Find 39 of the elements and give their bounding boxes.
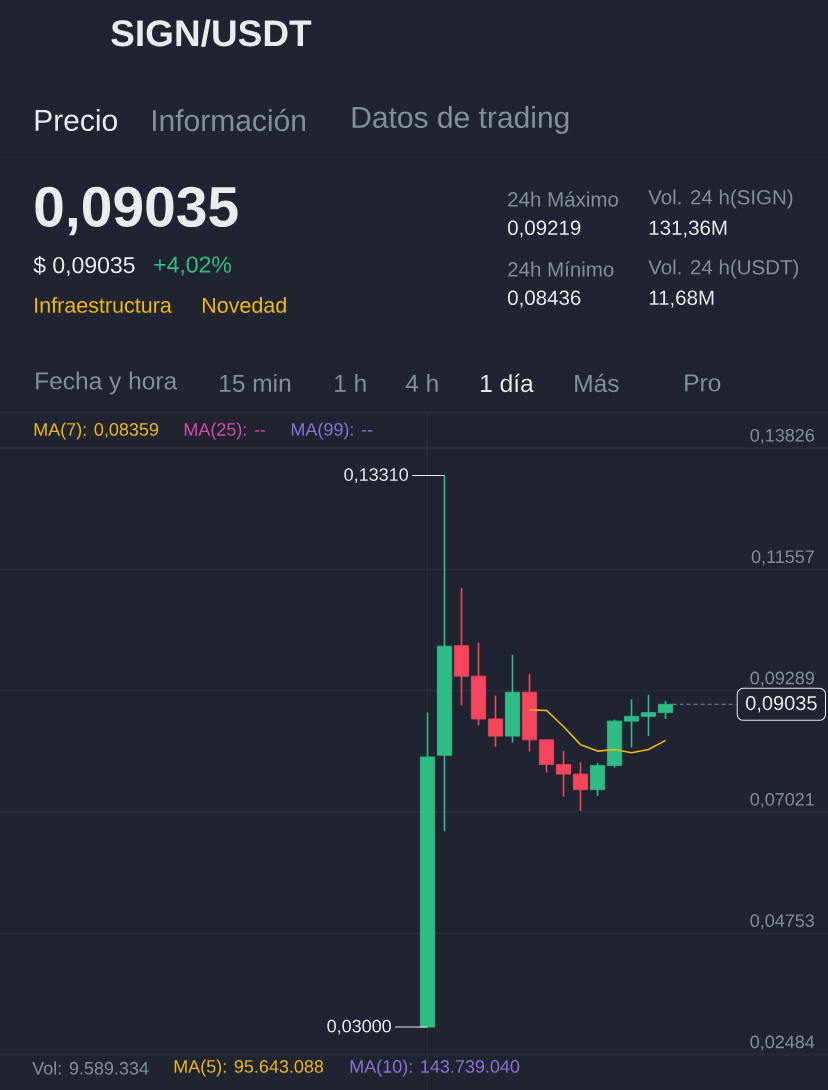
text: MA(10): 143.739.040 <box>350 1059 520 1077</box>
text: Datos de trading <box>352 106 569 134</box>
text: $ 0,09035 <box>33 256 135 276</box>
legend-label: MA(25): -- <box>184 422 266 440</box>
text: 0,08436 <box>508 290 581 308</box>
text: 0,13310 <box>344 468 408 484</box>
text: Vol: 9.589.334 <box>32 1061 149 1075</box>
text: 131,36M <box>649 220 727 238</box>
y-tick-label: 0,07021 <box>750 792 814 808</box>
text: 0,09035 <box>35 186 238 236</box>
legend-label: MA(99): -- <box>291 422 373 440</box>
text: 24h Mínimo <box>508 261 614 277</box>
text: Precio <box>35 108 117 132</box>
text: Más <box>575 373 619 393</box>
text: Fecha y hora <box>36 371 178 395</box>
text: 0,09219 <box>508 220 581 238</box>
text: Vol. 24 h(USDT) <box>648 259 799 279</box>
text: Información <box>152 108 305 132</box>
text: 15 min <box>220 374 291 392</box>
y-tick-label: 0,13826 <box>750 428 815 444</box>
y-tick-label: 0,02484 <box>750 1035 815 1051</box>
text: Novedad <box>202 297 286 313</box>
y-tick-label: 0,04753 <box>750 914 815 930</box>
text: 1 h <box>335 374 366 392</box>
text: Vol. 24 h(SIGN) <box>648 189 793 209</box>
y-tick-label: 0,11557 <box>751 550 814 566</box>
chart-title: SIGN/USDT <box>111 19 312 47</box>
text: 0,03000 <box>327 1019 391 1035</box>
text: 11,68M <box>649 290 714 308</box>
ref-line-label: 0,09035 <box>746 696 817 713</box>
text: MA(7): 0,08359 <box>34 422 159 440</box>
text: 24h Máximo <box>508 191 618 207</box>
text: 4 h <box>405 374 438 392</box>
text: MA(5): 95.643.088 <box>174 1059 324 1077</box>
text: 1 día <box>481 373 534 393</box>
y-tick-label: 0,09289 <box>750 671 814 687</box>
text: Infraestructura <box>35 297 172 313</box>
text: +4,02% <box>154 256 232 276</box>
text: Pro <box>685 374 721 392</box>
